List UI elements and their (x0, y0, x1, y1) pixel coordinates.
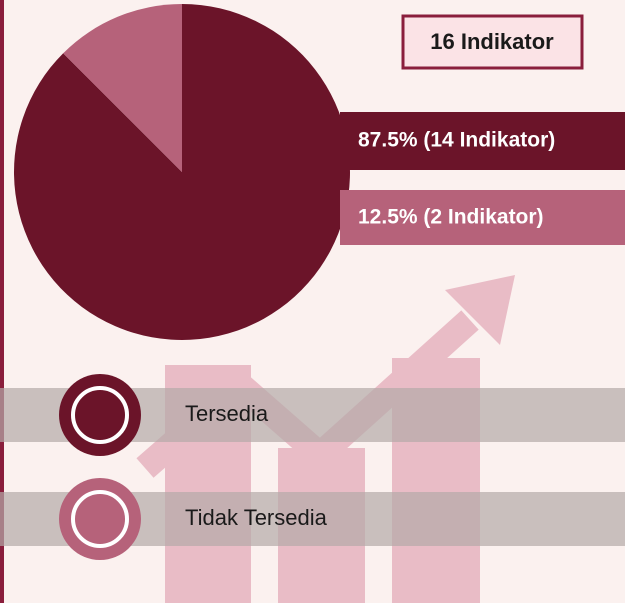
pie (14, 4, 350, 340)
legend-label: Tidak Tersedia (185, 505, 328, 530)
value-label: 12.5% (2 Indikator) (358, 206, 544, 229)
chart: 87.5% (14 Indikator) 12.5% (2 Indikator)… (0, 0, 625, 603)
value-label: 87.5% (14 Indikator) (358, 129, 555, 152)
legend-label: Tersedia (185, 401, 269, 426)
page: {"chart_data": {"type": "pie", "title": … (0, 0, 625, 603)
chart-title: 16 Indikator (430, 29, 554, 54)
